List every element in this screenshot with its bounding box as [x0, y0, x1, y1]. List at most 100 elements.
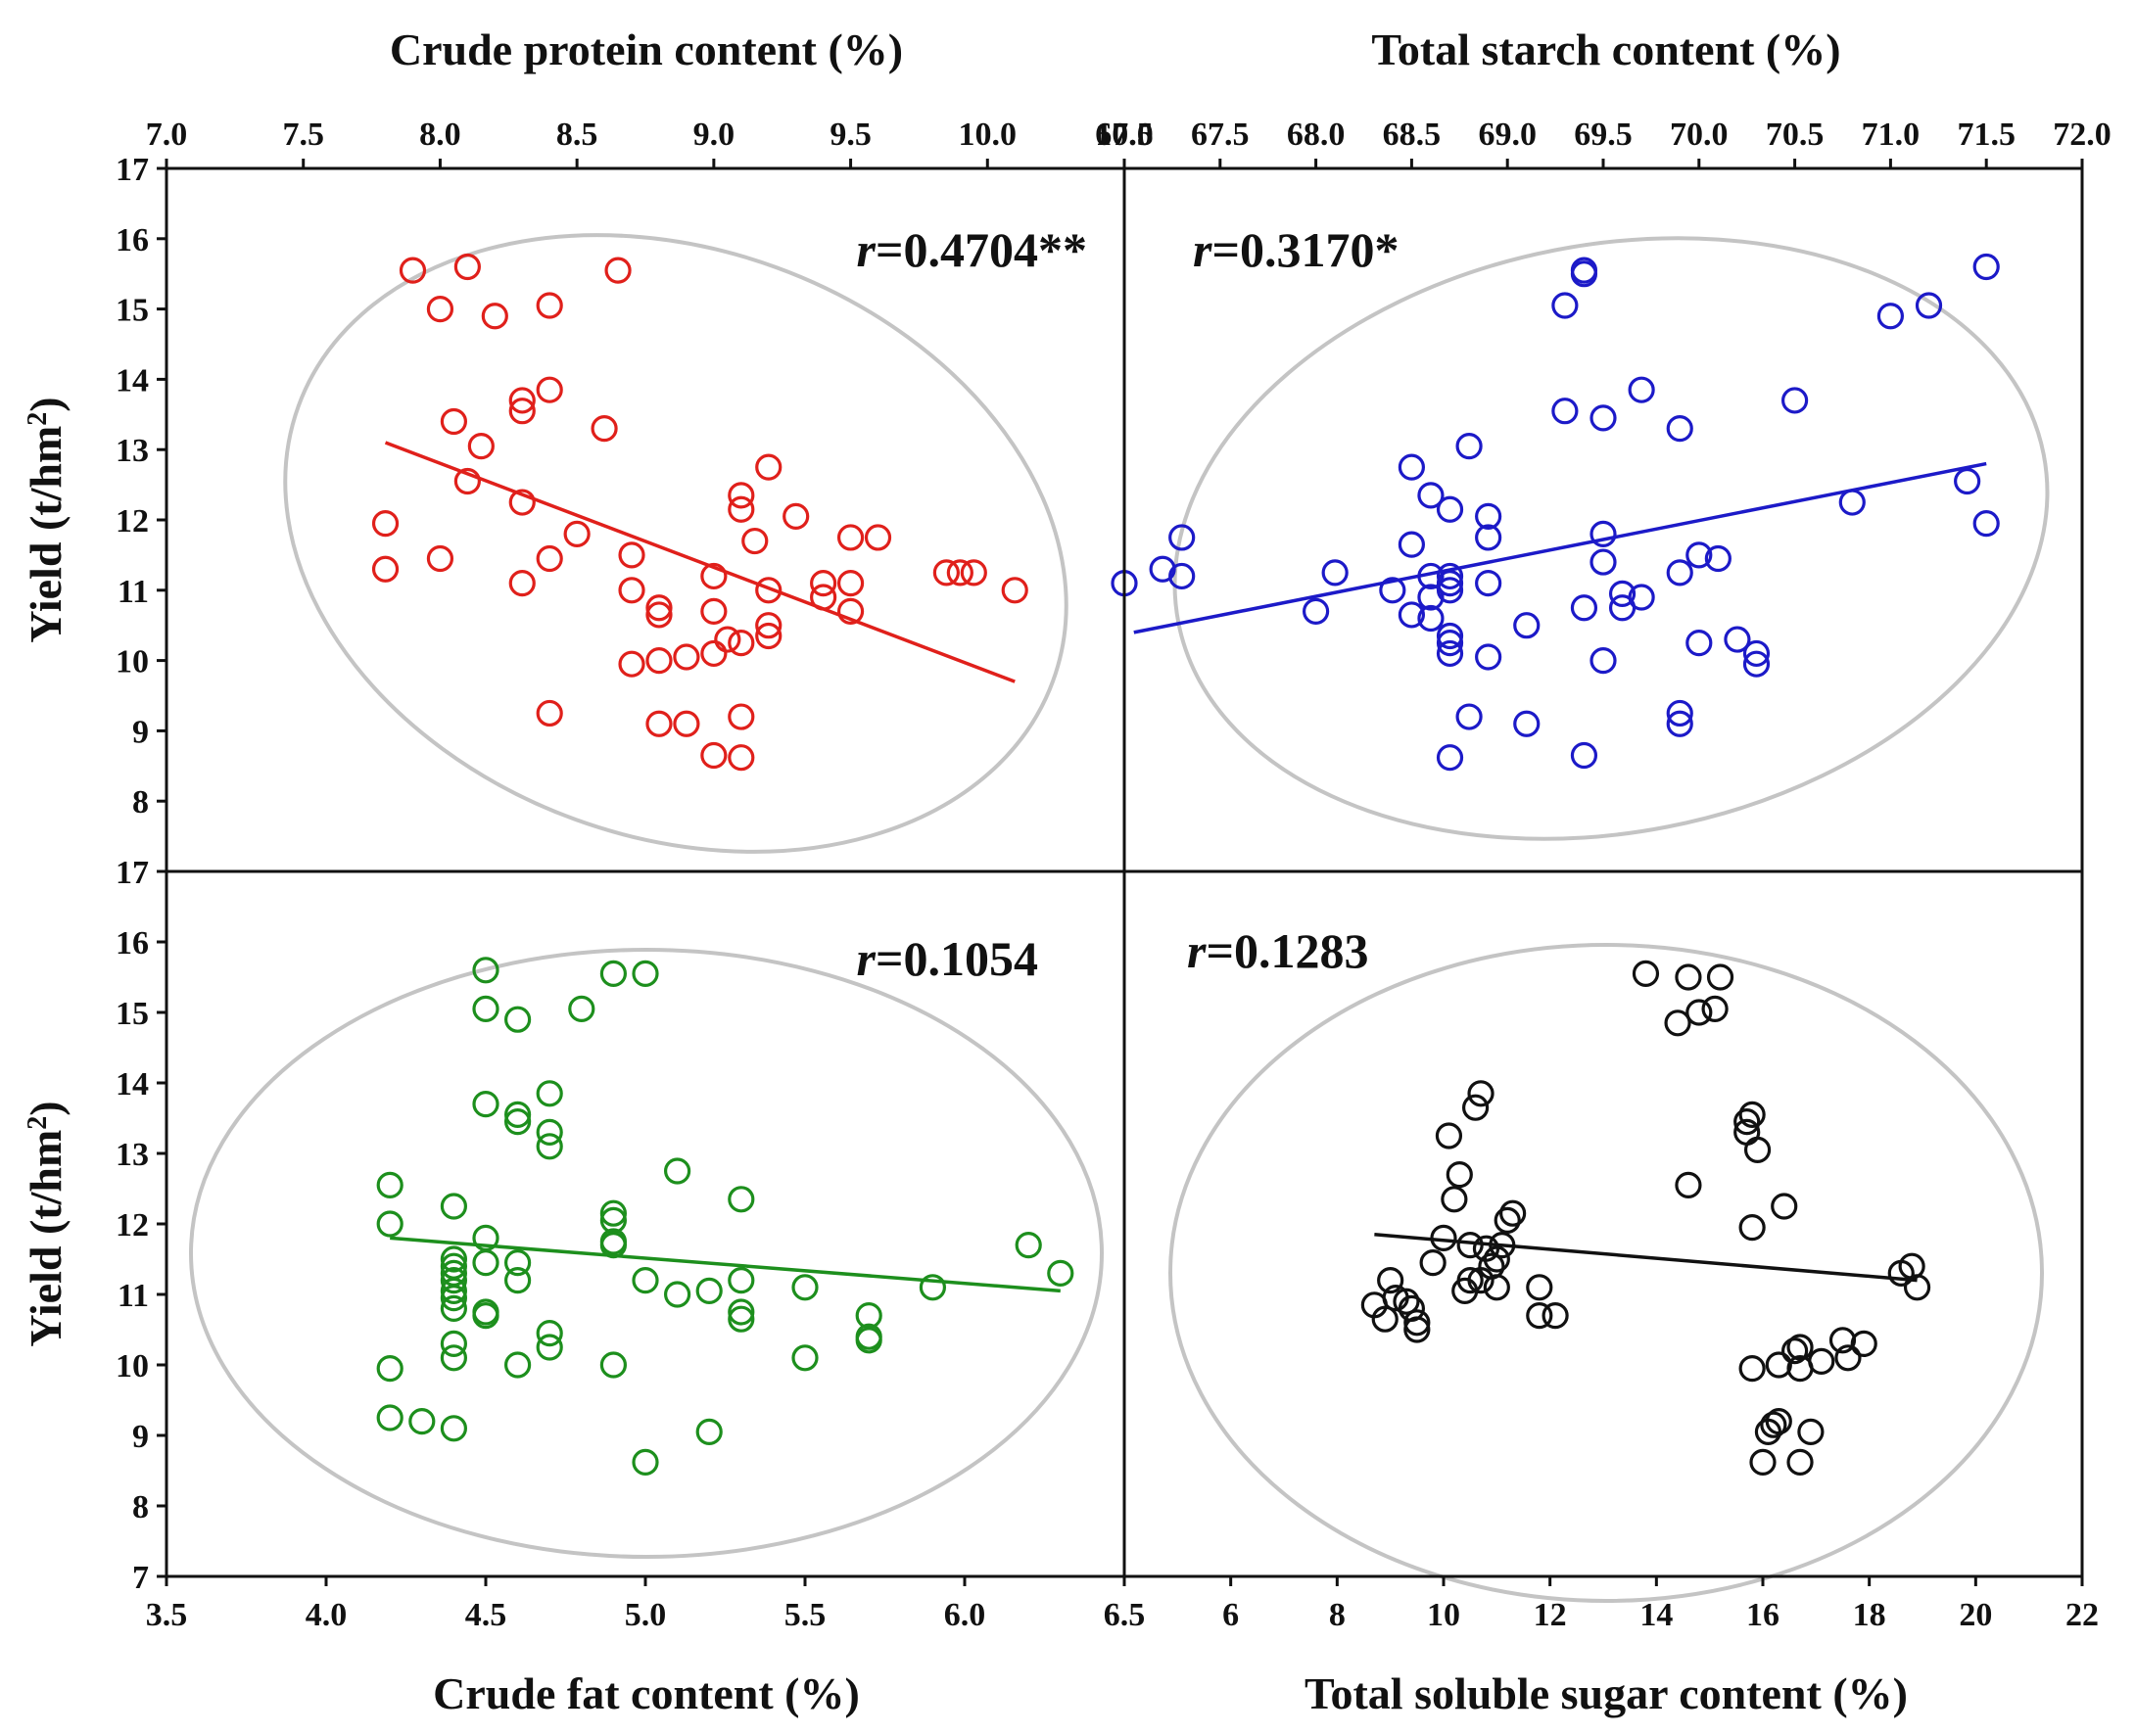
- fat-point-2: [632, 960, 659, 988]
- starch-point-46: [1436, 622, 1464, 650]
- fat-point-34: [919, 1274, 947, 1301]
- fat-point-15: [440, 1193, 467, 1220]
- protein-x-tick-label-1: 7.5: [282, 117, 324, 153]
- sugar-point-43: [1403, 1309, 1431, 1337]
- fat-y-tick-label-4: 11: [118, 1278, 149, 1314]
- fat-x-tick-label-0: 3.5: [146, 1597, 188, 1633]
- starch-point-20: [1589, 520, 1617, 547]
- protein-point-2: [604, 257, 632, 284]
- sugar-point-5: [1664, 1009, 1691, 1037]
- top-right-x-axis-title: Total starch content (%): [1371, 24, 1840, 74]
- protein-point-17: [783, 502, 810, 531]
- fat-point-33: [791, 1274, 819, 1301]
- fat-point-14: [728, 1186, 755, 1213]
- protein-point-1: [453, 253, 481, 281]
- fat-point-0: [472, 957, 499, 984]
- fat-point-21: [599, 1231, 628, 1259]
- text-layer: Crude protein content (%) Total starch c…: [21, 24, 2111, 1718]
- protein-point-32: [810, 570, 837, 597]
- protein-point-25: [426, 544, 454, 573]
- starch-point-9: [1589, 404, 1617, 432]
- fat-y-tick-label-3: 10: [116, 1348, 149, 1384]
- protein-y-tick-label-6: 14: [116, 362, 149, 399]
- fat-point-39: [440, 1294, 467, 1323]
- sugar-x-tick-label-4: 14: [1639, 1597, 1673, 1633]
- sugar-point-41: [1526, 1301, 1553, 1330]
- protein-point-52: [673, 710, 700, 737]
- starch-point-50: [1742, 639, 1771, 668]
- sugar-x-tick-label-2: 10: [1427, 1597, 1460, 1633]
- sugar-x-tick-label-1: 8: [1329, 1597, 1346, 1633]
- starch-point-6: [1628, 376, 1655, 403]
- fat-point-50: [440, 1344, 467, 1372]
- protein-point-4: [536, 292, 563, 319]
- fat-x-tick-label-4: 5.5: [784, 1597, 827, 1633]
- starch-point-24: [1149, 555, 1176, 583]
- protein-point-5: [481, 303, 508, 330]
- sugar-point-25: [1419, 1248, 1447, 1277]
- top-left-x-axis-title: Crude protein content (%): [390, 24, 903, 74]
- fat-point-8: [503, 1101, 532, 1129]
- fat-point-58: [695, 1418, 723, 1446]
- starch-point-27: [1436, 562, 1464, 590]
- starch-point-11: [1455, 433, 1483, 460]
- sugar-point-3: [1685, 999, 1713, 1026]
- starch-point-2: [1972, 253, 2000, 281]
- protein-y-tick-label-5: 13: [116, 433, 149, 469]
- fat-point-53: [599, 1351, 628, 1379]
- sugar-x-tick-label-3: 12: [1534, 1597, 1567, 1633]
- sugar-point-34: [1526, 1274, 1553, 1301]
- sugar-point-24: [1483, 1245, 1510, 1273]
- protein-point-12: [453, 467, 481, 495]
- sugar-x-tick-label-6: 18: [1853, 1597, 1886, 1633]
- fat-point-37: [663, 1281, 691, 1308]
- protein-point-43: [755, 622, 783, 650]
- fat-point-52: [503, 1351, 532, 1379]
- fat-point-43: [728, 1305, 755, 1333]
- protein-point-11: [467, 433, 495, 460]
- sugar-point-29: [1377, 1266, 1404, 1294]
- fat-point-16: [599, 1199, 628, 1227]
- sugar-point-56: [1754, 1418, 1782, 1446]
- starch-point-21: [1398, 531, 1426, 558]
- starch-point-18: [1972, 509, 2000, 538]
- starch-point-53: [1475, 643, 1502, 671]
- sugar-point-53: [1738, 1354, 1766, 1383]
- fat-point-4: [568, 995, 595, 1023]
- protein-point-28: [960, 559, 987, 586]
- fat-point-51: [791, 1344, 819, 1372]
- fat-point-6: [536, 1080, 563, 1107]
- starch-point-58: [1666, 710, 1693, 737]
- fat-y-tick-label-2: 9: [132, 1419, 149, 1455]
- fat-point-31: [728, 1266, 755, 1294]
- sugar-point-40: [1371, 1305, 1399, 1333]
- fat-y-tick-label-10: 17: [116, 855, 149, 891]
- starch-x-tick-label-3: 68.5: [1383, 117, 1442, 153]
- starch-point-49: [1724, 626, 1751, 653]
- sugar-point-38: [1393, 1288, 1420, 1315]
- protein-point-7: [508, 387, 536, 414]
- fat-point-36: [695, 1277, 723, 1305]
- sugar-point-59: [1786, 1448, 1814, 1476]
- sugar-point-51: [1765, 1351, 1792, 1379]
- fat-point-55: [376, 1404, 403, 1431]
- sugar-regression-line: [1374, 1233, 1918, 1283]
- fat-point-18: [376, 1210, 403, 1238]
- protein-y-tick-label-4: 12: [116, 503, 149, 540]
- starch-point-8: [1551, 398, 1579, 425]
- fat-y-tick-label-6: 13: [116, 1137, 149, 1173]
- starch-point-15: [1475, 502, 1502, 531]
- protein-point-46: [700, 639, 728, 668]
- starch-point-3: [1551, 292, 1579, 319]
- protein-point-6: [536, 376, 563, 403]
- starch-point-13: [1417, 482, 1445, 509]
- starch-point-43: [1417, 604, 1445, 633]
- protein-point-40: [836, 597, 865, 625]
- fat-y-axis-title: Yield (t/hm2): [21, 1101, 71, 1346]
- fat-point-47: [855, 1327, 882, 1354]
- protein-y-tick-label-1: 9: [132, 714, 149, 750]
- starch-point-22: [1168, 524, 1196, 551]
- protein-correlation-label: r=0.4704**: [857, 222, 1087, 277]
- starch-point-59: [1436, 744, 1464, 772]
- protein-point-24: [536, 544, 563, 573]
